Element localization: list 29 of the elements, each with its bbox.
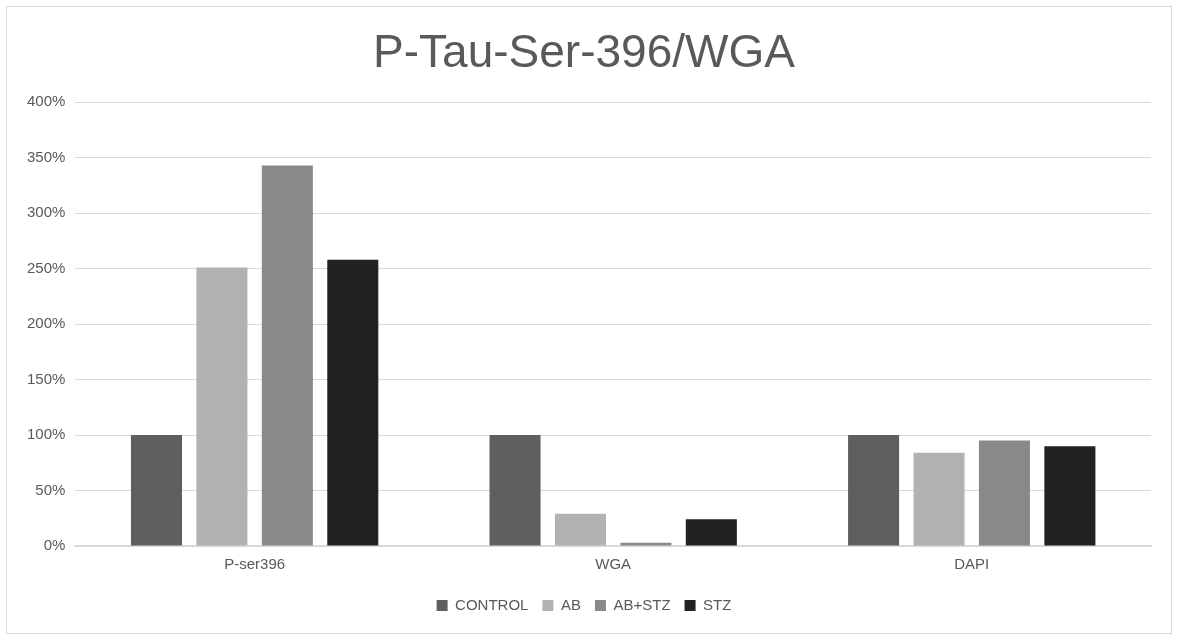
bar: [978, 440, 1030, 546]
bar: [261, 165, 313, 546]
y-tick-label: 200%: [26, 314, 66, 332]
legend-label: CONTROL: [455, 595, 529, 613]
x-tick-label: DAPI: [954, 555, 990, 573]
bar: [1044, 446, 1096, 546]
y-tick-label: 300%: [26, 203, 66, 221]
legend-label: AB: [560, 595, 581, 613]
bar: [913, 452, 965, 546]
bar: [554, 513, 606, 546]
x-tick-label: WGA: [595, 555, 632, 573]
y-tick-label: 350%: [26, 147, 66, 165]
bar: [196, 267, 248, 546]
bar: [489, 435, 541, 546]
bar: [620, 542, 672, 546]
y-tick-label: 100%: [26, 425, 66, 443]
y-tick-label: 150%: [26, 369, 66, 387]
y-tick-label: 400%: [26, 92, 66, 110]
bar: [327, 259, 379, 546]
legend-label: STZ: [703, 595, 732, 613]
y-tick-label: 250%: [26, 258, 66, 276]
y-tick-label: 50%: [35, 480, 66, 498]
bar: [685, 519, 737, 546]
bar: [130, 435, 183, 546]
y-tick-label: 0%: [43, 536, 66, 554]
legend-label: AB+STZ: [613, 595, 671, 613]
bar: [848, 435, 900, 546]
x-tick-label: P-ser396: [224, 555, 286, 573]
chart-title: P-Tau-Ser-396/WGA: [373, 25, 796, 78]
